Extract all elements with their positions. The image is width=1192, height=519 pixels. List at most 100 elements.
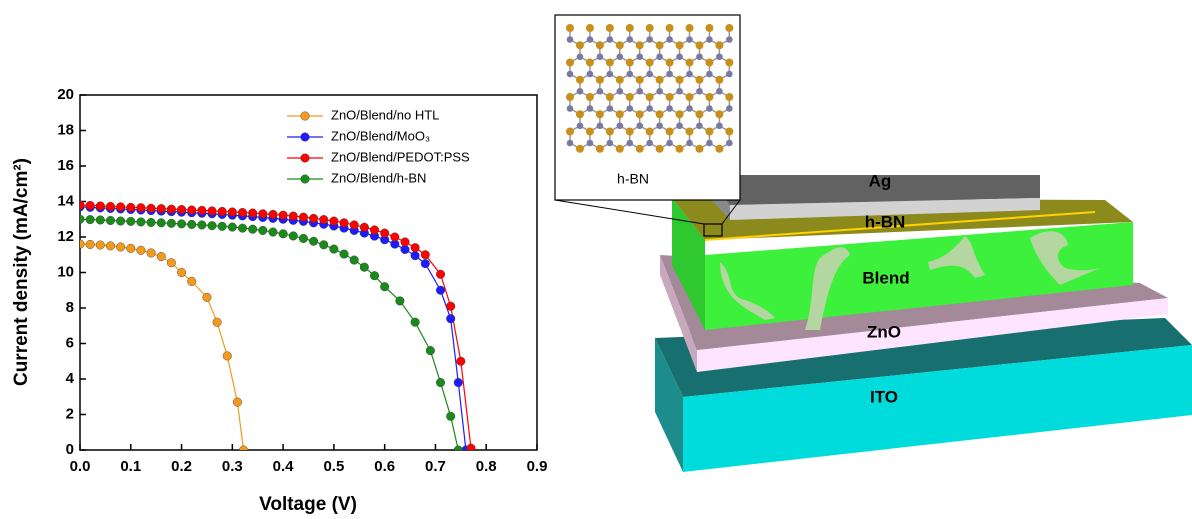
legend-label: ZnO/Blend/no HTL — [331, 107, 439, 122]
data-point — [126, 203, 135, 212]
layer-label: ZnO — [867, 322, 901, 341]
plot-area — [76, 201, 476, 455]
data-point — [86, 215, 95, 224]
atom — [666, 24, 674, 32]
data-point — [76, 215, 85, 224]
atom — [686, 105, 693, 112]
x-tick-label: 0.8 — [476, 458, 497, 475]
data-point — [198, 206, 207, 215]
atom — [696, 122, 703, 129]
y-tick-label: 8 — [66, 299, 74, 316]
data-point — [208, 221, 217, 230]
y-tick-label: 0 — [66, 441, 74, 458]
data-point — [177, 205, 186, 214]
atom — [616, 53, 623, 60]
data-point — [269, 210, 278, 219]
atom — [616, 76, 624, 84]
atom — [636, 76, 644, 84]
atom — [646, 71, 653, 78]
atom — [656, 53, 663, 60]
atom — [725, 128, 733, 136]
data-point — [116, 217, 125, 226]
data-point — [426, 346, 435, 355]
x-tick-label: 0.3 — [222, 458, 243, 475]
data-point — [106, 202, 115, 211]
atom — [567, 71, 574, 78]
data-point — [228, 208, 237, 217]
atom — [716, 122, 723, 129]
data-point — [213, 318, 222, 327]
data-point — [360, 223, 369, 232]
plot-frame — [80, 95, 537, 450]
data-point — [446, 314, 455, 323]
data-point — [177, 220, 186, 229]
atom — [577, 122, 584, 129]
atom — [577, 53, 584, 60]
data-point — [299, 234, 308, 243]
atom — [626, 59, 634, 67]
atom — [646, 24, 654, 32]
data-point — [86, 240, 95, 249]
atom — [686, 59, 694, 67]
atom — [725, 24, 733, 32]
x-tick-label: 0.4 — [273, 458, 295, 475]
atom — [676, 76, 684, 84]
atom — [596, 41, 604, 49]
y-tick-label: 10 — [57, 263, 74, 280]
atom — [566, 128, 574, 136]
atom — [715, 41, 723, 49]
data-point — [228, 223, 237, 232]
data-point — [391, 233, 400, 242]
data-point — [436, 378, 445, 387]
atom — [616, 122, 623, 129]
y-tick-label: 18 — [57, 121, 74, 138]
atom — [567, 36, 574, 43]
x-tick-label: 0.6 — [374, 458, 395, 475]
atom — [576, 41, 584, 49]
atom — [686, 36, 693, 43]
data-point — [370, 226, 379, 235]
x-tick-label: 0.0 — [70, 458, 91, 475]
legend-marker — [301, 112, 310, 121]
series-line — [80, 244, 244, 450]
atom — [686, 128, 694, 136]
atom — [686, 24, 694, 32]
layer-label: Ag — [869, 171, 892, 190]
data-point — [187, 277, 196, 286]
data-point — [106, 242, 115, 251]
data-point — [467, 444, 476, 453]
figure: Voltage (V) Current density (mA/cm²) 0.0… — [0, 0, 1192, 519]
atom — [597, 88, 604, 95]
atom — [626, 36, 633, 43]
atom — [646, 105, 653, 112]
atom — [725, 93, 733, 101]
atom — [626, 71, 633, 78]
atom — [636, 88, 643, 95]
atom — [576, 110, 584, 118]
data-point — [238, 208, 247, 217]
data-point — [340, 250, 349, 259]
atom — [646, 128, 654, 136]
x-axis-title: Voltage (V) — [259, 494, 357, 515]
y-tick-label: 4 — [66, 370, 75, 387]
atom — [566, 93, 574, 101]
data-point — [116, 203, 125, 212]
atom — [646, 93, 654, 101]
atom — [646, 36, 653, 43]
device-diagram: Ag h-BN Blend ZnO ITO h-BN — [555, 15, 1192, 472]
atom — [646, 140, 653, 147]
atom — [726, 105, 733, 112]
atom — [586, 93, 594, 101]
data-point — [259, 226, 268, 235]
data-point — [126, 244, 135, 253]
atom — [726, 71, 733, 78]
series-line — [80, 219, 458, 450]
atom — [567, 140, 574, 147]
data-point — [96, 241, 105, 250]
inset-label: h-BN — [617, 171, 649, 187]
atom — [705, 59, 713, 67]
data-point — [380, 282, 389, 291]
data-point — [401, 238, 410, 247]
atom — [706, 105, 713, 112]
atom — [586, 24, 594, 32]
